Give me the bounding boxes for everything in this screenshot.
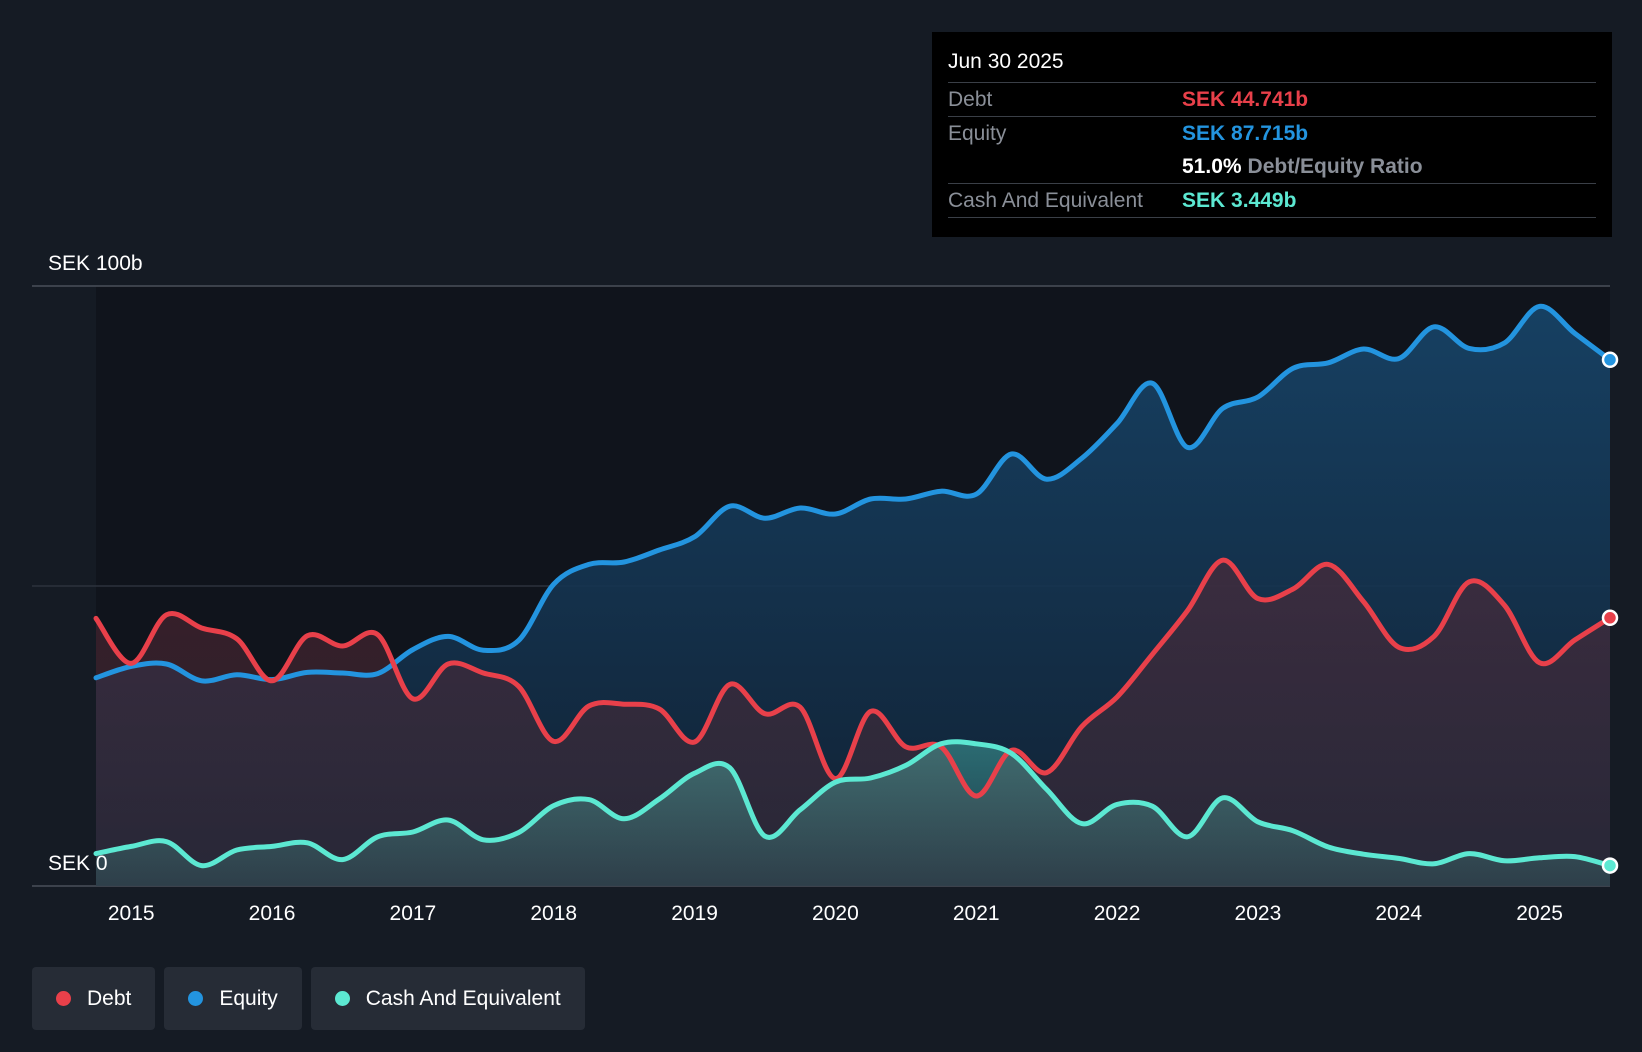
x-tick-label: 2016 <box>249 902 296 925</box>
tooltip-date: Jun 30 2025 <box>948 50 1064 73</box>
endpoint-debt <box>1601 609 1619 627</box>
tooltip-debt-value: SEK 44.741b <box>1182 87 1309 111</box>
legend-dot-equity <box>188 991 204 1006</box>
legend-dot-cash <box>334 991 350 1006</box>
endpoint-cash <box>1601 857 1619 874</box>
series-areas <box>96 306 1610 886</box>
tooltip-row-ratio: 51.0% Debt/Equity Ratio <box>948 150 1596 183</box>
x-tick-label: 2022 <box>1094 902 1141 925</box>
tooltip-cash-label: Cash And Equivalent <box>948 188 1143 212</box>
tooltip-row-equity: Equity SEK 87.715b <box>948 116 1596 150</box>
legend-item-debt[interactable]: Debt <box>32 967 156 1030</box>
x-tick-label: 2015 <box>108 902 155 925</box>
x-tick-label: 2024 <box>1375 902 1422 925</box>
x-tick-label: 2017 <box>390 902 437 925</box>
legend-label-cash: Cash And Equivalent <box>365 986 561 1010</box>
legend-dot-debt <box>56 991 71 1006</box>
legend-label-debt: Debt <box>87 986 132 1010</box>
x-tick-label: 2025 <box>1516 902 1563 925</box>
endpoint-equity <box>1601 351 1619 369</box>
tooltip-ratio-label: Debt/Equity Ratio <box>1247 154 1423 178</box>
legend-item-equity[interactable]: Equity <box>164 967 302 1030</box>
x-axis-ticks: 2015 2016 2017 2018 2019 2020 2021 2022 2023 2024… <box>108 902 1563 925</box>
line-cash <box>93 739 1613 869</box>
tooltip-equity-label: Equity <box>948 121 1007 145</box>
area-cash <box>96 741 1610 886</box>
tooltip-row-debt: Debt SEK 44.741b <box>948 82 1596 116</box>
y-tick-label-top: SEK 100b <box>48 252 143 275</box>
x-tick-label: 2020 <box>812 902 859 925</box>
x-tick-label: 2023 <box>1235 902 1282 925</box>
x-tick-label: 2021 <box>953 902 1000 925</box>
tooltip-ratio-value: 51.0% <box>1182 154 1242 178</box>
line-debt <box>93 557 1613 799</box>
tooltip-equity-value: SEK 87.715b <box>1182 121 1309 145</box>
legend-label-equity: Equity <box>219 986 278 1010</box>
tooltip-panel: Jun 30 2025 Debt SEK 44.741b Equity SEK … <box>932 32 1612 237</box>
tooltip-debt-label: Debt <box>948 87 993 111</box>
chart-legend: Debt Equity Cash And Equivalent <box>32 967 585 1030</box>
tooltip-cash-value: SEK 3.449b <box>1182 188 1297 212</box>
x-tick-label: 2019 <box>671 902 718 925</box>
line-equity <box>93 303 1613 684</box>
y-tick-label-bottom: SEK 0 <box>48 852 108 875</box>
legend-item-cash[interactable]: Cash And Equivalent <box>310 967 585 1030</box>
tooltip-row-cash: Cash And Equivalent SEK 3.449b <box>948 183 1596 218</box>
x-tick-label: 2018 <box>530 902 577 925</box>
series-lines <box>93 303 1619 874</box>
